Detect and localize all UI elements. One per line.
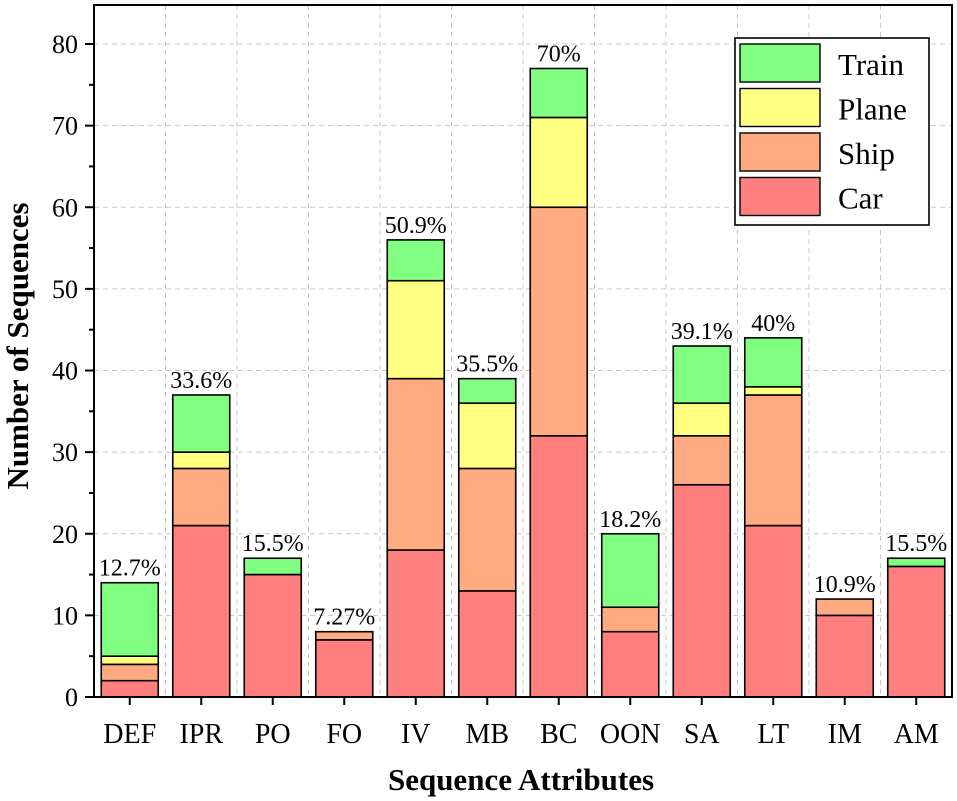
bar-oon-train [600,532,660,609]
legend-label-plane: Plane [838,92,907,127]
legend-swatch-train [739,43,821,83]
x-tick-label: SA [684,719,721,750]
bar-sa-train [672,345,732,404]
y-tick-label: 20 [52,520,78,549]
x-axis-title: Sequence Attributes [388,762,654,797]
bar-percent-label: 18.2% [599,507,661,533]
plot-frame [93,4,953,698]
bar-percent-label: 33.6% [170,368,232,394]
bar-def-car [100,679,160,698]
bar-am-train [886,557,946,568]
bar-labels: 12.7% 33.6% 15.5% 7.27% 50.9% 35.5% 70% 18.2% 39… [99,41,948,630]
x-tick-label: PO [255,719,291,750]
bar-percent-label: 7.27% [313,605,375,631]
y-tick-label: 60 [52,193,78,222]
legend-label-train: Train [838,47,905,82]
bar-sa-plane [672,402,732,437]
bar-def-plane [100,655,160,666]
bar-am-car [886,565,946,698]
bar-im-ship [815,598,875,617]
bar-ipr-ship [171,467,231,527]
bar-def-ship [100,663,160,682]
bar-lt-plane [743,386,803,396]
bar-bc-car [529,434,589,698]
x-tick-label: FO [326,719,362,750]
bar-fo-ship [314,630,374,641]
bar-iv-ship [386,377,446,551]
bar-iv-train [386,239,446,282]
bar-percent-label: 15.5% [242,531,304,557]
bar-fo-car [314,639,374,698]
y-tick-label: 50 [52,275,78,304]
bar-mb-plane [457,402,517,470]
bar-def-train [100,581,160,657]
bar-ipr-plane [171,451,231,470]
bar-iv-car [386,549,446,698]
bar-oon-car [600,630,660,698]
bar-percent-label: 10.9% [814,572,876,598]
bar-im-car [815,614,875,698]
bar-percent-label: 50.9% [385,213,447,239]
legend-swatch-ship [739,132,821,172]
bar-bc-plane [529,116,589,209]
y-tick-label: 40 [52,357,78,386]
bar-iv-plane [386,279,446,380]
x-tick-label: DEF [103,719,156,750]
bar-percent-label: 12.7% [99,556,161,582]
legend-swatch-plane [739,87,821,128]
legend: Train Plane Ship Car [734,37,930,226]
legend-label-car: Car [838,181,883,216]
x-tick-label: AM [894,719,939,750]
bar-oon-ship [600,606,660,633]
y-tick-label: 10 [52,601,78,630]
y-tick-label: 30 [52,438,78,467]
legend-label-ship: Ship [838,136,895,171]
bar-percent-label: 40% [751,311,795,337]
x-tick-label: IPR [179,719,223,750]
bar-po-car [243,573,303,698]
bar-lt-car [743,524,803,698]
bar-ipr-train [171,394,231,453]
x-tick-label: IV [401,719,431,750]
bar-percent-label: 70% [537,41,581,67]
bar-lt-train [743,337,803,388]
y-axis-title: Number of Sequences [0,202,35,489]
y-tick-label: 80 [52,30,78,59]
x-tick-label: IM [828,719,862,750]
bar-mb-car [457,590,517,698]
axes: 0 10 20 30 40 50 60 70 80 DEF IPR PO FO IV MB BC OON SA LT… [52,4,953,750]
bar-percent-label: 15.5% [885,531,947,557]
bar-ipr-car [171,524,231,698]
bar-lt-ship [743,394,803,527]
x-tick-label: MB [465,719,509,750]
bar-bc-train [529,67,589,119]
x-tick-label: OON [600,719,661,750]
bar-percent-label: 39.1% [671,319,733,345]
bar-mb-ship [457,467,517,592]
bar-sa-car [672,483,732,698]
bar-percent-label: 35.5% [456,352,518,378]
y-tick-label: 0 [65,683,78,712]
legend-swatch-car [739,176,821,217]
y-tick-label: 70 [52,112,78,141]
bar-bc-ship [529,206,589,437]
x-tick-label: BC [540,719,577,750]
bar-mb-train [457,377,517,404]
bar-po-train [243,557,303,576]
bar-sa-ship [672,434,732,486]
x-tick-label: LT [757,719,789,750]
